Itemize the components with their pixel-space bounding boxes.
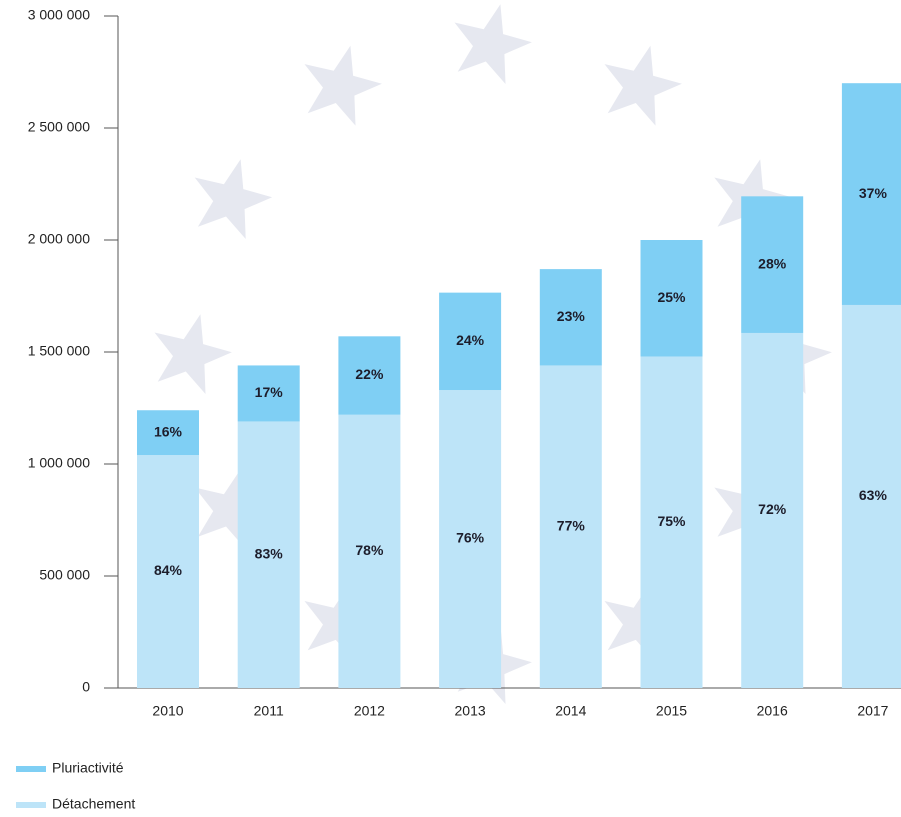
page: {"chart_data": {"type": "stacked-bar", "…: [0, 0, 901, 817]
share-label: 23%: [557, 308, 586, 324]
share-label: 84%: [154, 562, 183, 578]
y-tick-label: 2 000 000: [28, 231, 90, 247]
y-tick-label: 500 000: [39, 567, 90, 583]
share-label: 76%: [456, 530, 485, 546]
share-label: 78%: [355, 542, 384, 558]
y-tick-label: 1 500 000: [28, 343, 90, 359]
share-label: 24%: [456, 332, 485, 348]
y-tick-label: 0: [82, 679, 90, 695]
share-label: 75%: [657, 513, 686, 529]
share-label: 16%: [154, 423, 183, 439]
y-tick-label: 3 000 000: [28, 7, 90, 23]
share-label: 63%: [859, 487, 888, 503]
star: [305, 46, 382, 126]
x-tick-label: 2010: [152, 703, 183, 719]
share-label: 83%: [255, 545, 284, 561]
share-label: 22%: [355, 366, 384, 382]
x-tick-label: 2012: [354, 703, 385, 719]
share-label: 77%: [557, 517, 586, 533]
x-tick-label: 2013: [455, 703, 486, 719]
star: [195, 159, 272, 239]
star: [155, 314, 232, 394]
x-tick-label: 2011: [254, 703, 284, 719]
star: [605, 46, 682, 126]
x-tick-label: 2016: [757, 703, 788, 719]
y-tick-label: 2 500 000: [28, 119, 90, 135]
share-label: 25%: [657, 289, 686, 305]
x-tick-label: 2015: [656, 703, 687, 719]
legend-swatch: [16, 766, 46, 772]
share-label: 28%: [758, 255, 787, 271]
share-label: 37%: [859, 185, 888, 201]
share-label: 17%: [255, 384, 284, 400]
legend-label: Pluriactivité: [52, 760, 124, 776]
y-tick-label: 1 000 000: [28, 455, 90, 471]
legend-label: Détachement: [52, 796, 135, 812]
legend-swatch: [16, 802, 46, 808]
x-tick-label: 2017: [857, 703, 888, 719]
chart: 0 500 000 1 000 000 1 500 000 2 000 000 2 500…: [0, 0, 901, 817]
x-tick-label: 2014: [555, 703, 586, 719]
share-label: 72%: [758, 501, 787, 517]
star: [455, 4, 532, 84]
